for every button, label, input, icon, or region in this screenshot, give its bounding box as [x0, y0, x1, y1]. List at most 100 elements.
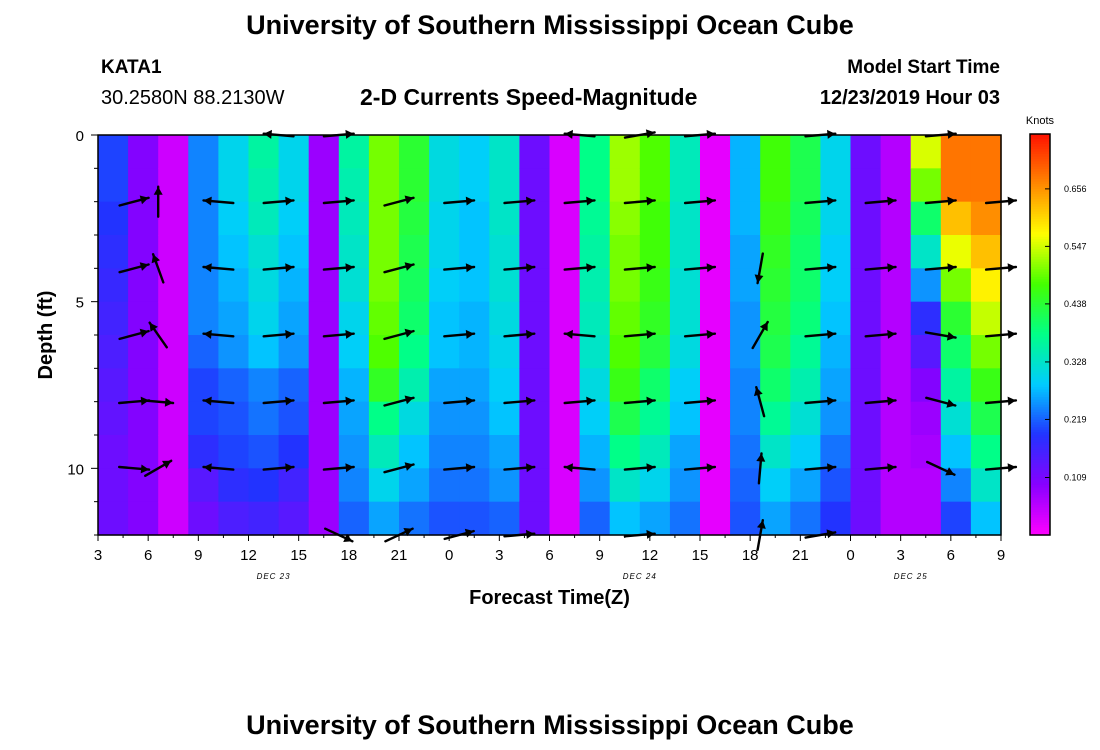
- heatmap-cell: [399, 501, 430, 536]
- heatmap-cell: [790, 435, 821, 469]
- heatmap-cell: [970, 168, 1002, 203]
- heatmap-cell: [429, 401, 460, 436]
- heatmap-cell: [850, 501, 882, 536]
- page-title: University of Southern Mississippi Ocean…: [246, 10, 854, 40]
- heatmap-cell: [188, 468, 219, 503]
- colorbar-swatch: [1030, 467, 1050, 471]
- colorbar-swatch: [1030, 309, 1050, 313]
- current-arrow: [503, 463, 536, 473]
- heatmap-cell: [338, 501, 370, 536]
- heatmap-cell: [820, 235, 852, 269]
- heatmap-cell: [910, 468, 942, 503]
- arrow-head: [754, 387, 763, 397]
- heatmap-cell: [519, 301, 551, 336]
- current-arrow: [864, 329, 897, 339]
- colorbar-swatch: [1030, 469, 1050, 473]
- colorbar-swatch: [1030, 324, 1050, 328]
- heatmap-cell: [579, 401, 611, 436]
- colorbar-swatch: [1030, 344, 1050, 348]
- heatmap-cell: [579, 135, 611, 169]
- heatmap-cell: [850, 468, 882, 503]
- heatmap-cell: [158, 368, 189, 403]
- colorbar-swatch: [1030, 224, 1050, 228]
- x-tick-label: 3: [896, 547, 904, 564]
- heatmap-cell: [338, 135, 370, 169]
- colorbar-swatch: [1030, 369, 1050, 373]
- current-arrow: [503, 396, 536, 406]
- heatmap-cell: [549, 501, 581, 536]
- heatmap-cell: [399, 268, 430, 303]
- arrow-head: [1007, 263, 1016, 273]
- heatmap-cell: [910, 501, 942, 536]
- heatmap-cell: [248, 368, 280, 403]
- heatmap-cell: [519, 168, 551, 203]
- current-arrow: [443, 263, 476, 273]
- current-arrow: [683, 263, 717, 273]
- y-axis: 0 5 10: [67, 128, 98, 536]
- heatmap-cell: [368, 368, 400, 403]
- colorbar-swatch: [1030, 299, 1050, 303]
- x-tick-label: 18: [742, 547, 759, 564]
- colorbar-swatch: [1030, 444, 1050, 448]
- heatmap-cell: [368, 168, 400, 203]
- colorbar-swatch: [1030, 219, 1050, 223]
- heatmap-cell: [850, 235, 882, 269]
- heatmap-cell: [579, 368, 611, 403]
- heatmap-cell: [248, 301, 280, 336]
- colorbar-swatch: [1030, 352, 1050, 356]
- heatmap-cell: [519, 235, 551, 269]
- current-arrow: [202, 263, 235, 273]
- heatmap-cell: [549, 135, 581, 169]
- heatmap-cell: [700, 168, 731, 203]
- heatmap-cell: [338, 268, 370, 303]
- heatmap-cell: [399, 435, 430, 469]
- arrow-head: [564, 463, 573, 473]
- heatmap-cell: [910, 301, 942, 336]
- heatmap-cell: [158, 435, 189, 469]
- heatmap-cell: [970, 268, 1002, 303]
- heatmap-cell: [639, 301, 671, 336]
- heatmap-cell: [579, 235, 611, 269]
- heatmap-cell: [459, 401, 490, 436]
- colorbar-swatch: [1030, 449, 1050, 453]
- arrow-head: [153, 186, 163, 195]
- heatmap-cell: [308, 168, 340, 203]
- heatmap-cell: [128, 368, 159, 403]
- colorbar-swatch: [1030, 194, 1050, 198]
- heatmap-cell: [609, 168, 641, 203]
- heatmap-cell: [158, 268, 189, 303]
- heatmap-cell: [399, 235, 430, 269]
- heatmap-cell: [399, 401, 430, 436]
- current-arrow: [148, 321, 169, 349]
- colorbar-swatch: [1030, 447, 1050, 451]
- heatmap-cell: [98, 401, 129, 436]
- heatmap-cell: [760, 468, 791, 503]
- arrow-head: [945, 467, 955, 476]
- arrow-head: [345, 196, 354, 206]
- heatmap-cell: [790, 335, 821, 369]
- heatmap-cell: [760, 301, 791, 336]
- colorbar-swatch: [1030, 199, 1050, 203]
- heatmap-cell: [278, 201, 310, 236]
- arrow-head: [586, 396, 595, 406]
- heatmap-cell: [489, 435, 520, 469]
- heatmap-cell: [850, 168, 882, 203]
- heatmap-cell: [910, 135, 942, 169]
- colorbar-swatch: [1030, 186, 1050, 190]
- colorbar-swatch: [1030, 377, 1050, 381]
- heatmap-cell: [338, 468, 370, 503]
- colorbar-swatch: [1030, 432, 1050, 436]
- x-tick-label: 6: [545, 547, 553, 564]
- heatmap-cell: [730, 401, 761, 436]
- y-tick-label: 5: [76, 295, 84, 312]
- arrow-head: [586, 196, 595, 206]
- colorbar-swatch: [1030, 399, 1050, 403]
- current-arrow: [383, 262, 415, 274]
- current-arrow: [804, 396, 837, 406]
- heatmap-cell: [880, 201, 912, 236]
- heatmap-cell: [730, 201, 761, 236]
- heatmap-cell: [218, 468, 250, 503]
- colorbar-swatch: [1030, 382, 1050, 386]
- heatmap-cell: [609, 135, 641, 169]
- current-arrow: [864, 463, 897, 473]
